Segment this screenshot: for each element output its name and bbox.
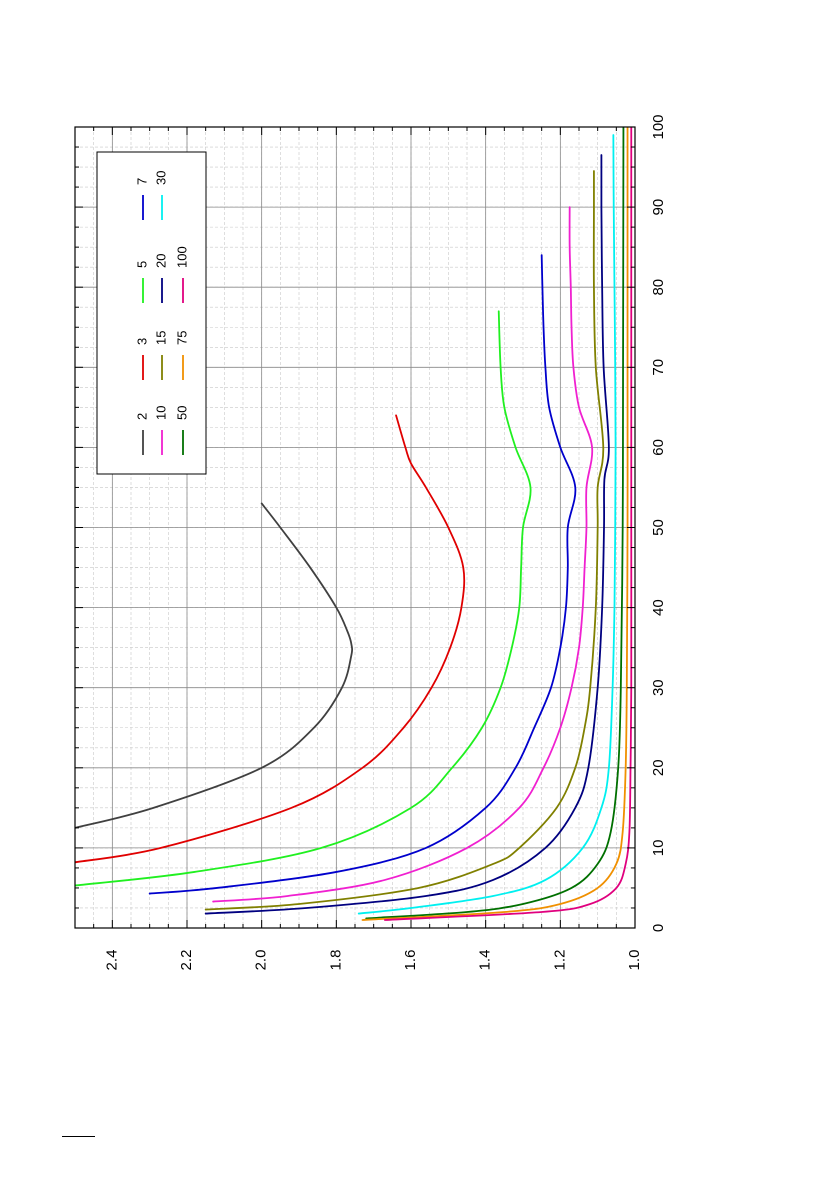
y-tick-label: 2.4 [103, 950, 120, 971]
legend-label-2: 2 [134, 413, 149, 420]
legend-label-20: 20 [153, 254, 168, 268]
series-line-100 [383, 127, 633, 921]
legend-label-5: 5 [134, 261, 149, 268]
x-tick-label: 80 [650, 279, 667, 296]
ticks: 0 10 20 30 40 50 60 70 80 90 100 1.0 1.2 1.4 1.6 1.8 2.0… [74, 114, 667, 971]
legend-label-100: 100 [174, 246, 189, 268]
y-tick-label: 1.8 [327, 950, 344, 971]
legend: 2 3 5 7 10 15 20 30 50 75 100 [96, 151, 207, 475]
series-line-20 [204, 154, 610, 915]
legend-label-10: 10 [153, 406, 168, 420]
series-line-30 [357, 134, 617, 915]
x-tick-label: 70 [650, 359, 667, 376]
x-tick-label: 90 [650, 199, 667, 216]
legend-label-30: 30 [153, 171, 168, 185]
series-line-15 [204, 170, 605, 911]
legend-label-3: 3 [134, 338, 149, 345]
y-tick-label: 1.4 [477, 950, 494, 971]
series-line-2 [75, 502, 354, 829]
y-tick-label: 2.0 [253, 950, 270, 971]
legend-label-7: 7 [134, 178, 149, 185]
y-tick-label: 1.2 [551, 950, 568, 971]
y-tick-label: 1.0 [626, 950, 643, 971]
series-line-5 [75, 310, 532, 887]
series-line-75 [361, 127, 629, 921]
series-line-3 [75, 414, 466, 864]
x-tick-label: 100 [650, 114, 667, 139]
series-line-7 [148, 254, 577, 895]
series-line-10 [212, 206, 594, 903]
x-tick-label: 0 [650, 924, 667, 932]
legend-label-15: 15 [153, 331, 168, 345]
x-tick-label: 10 [650, 840, 667, 857]
y-tick-label: 2.2 [178, 950, 195, 971]
legend-label-50: 50 [174, 406, 189, 420]
x-tick-label: 50 [650, 519, 667, 536]
x-tick-label: 30 [650, 679, 667, 696]
x-tick-label: 40 [650, 599, 667, 616]
series-layer [75, 127, 633, 921]
legend-label-75: 75 [174, 331, 189, 345]
page-mark [62, 1136, 95, 1137]
series-line-50 [365, 127, 625, 920]
y-tick-label: 1.6 [402, 950, 419, 971]
x-tick-label: 20 [650, 759, 667, 776]
legend-box [96, 151, 207, 475]
x-tick-label: 60 [650, 439, 667, 456]
